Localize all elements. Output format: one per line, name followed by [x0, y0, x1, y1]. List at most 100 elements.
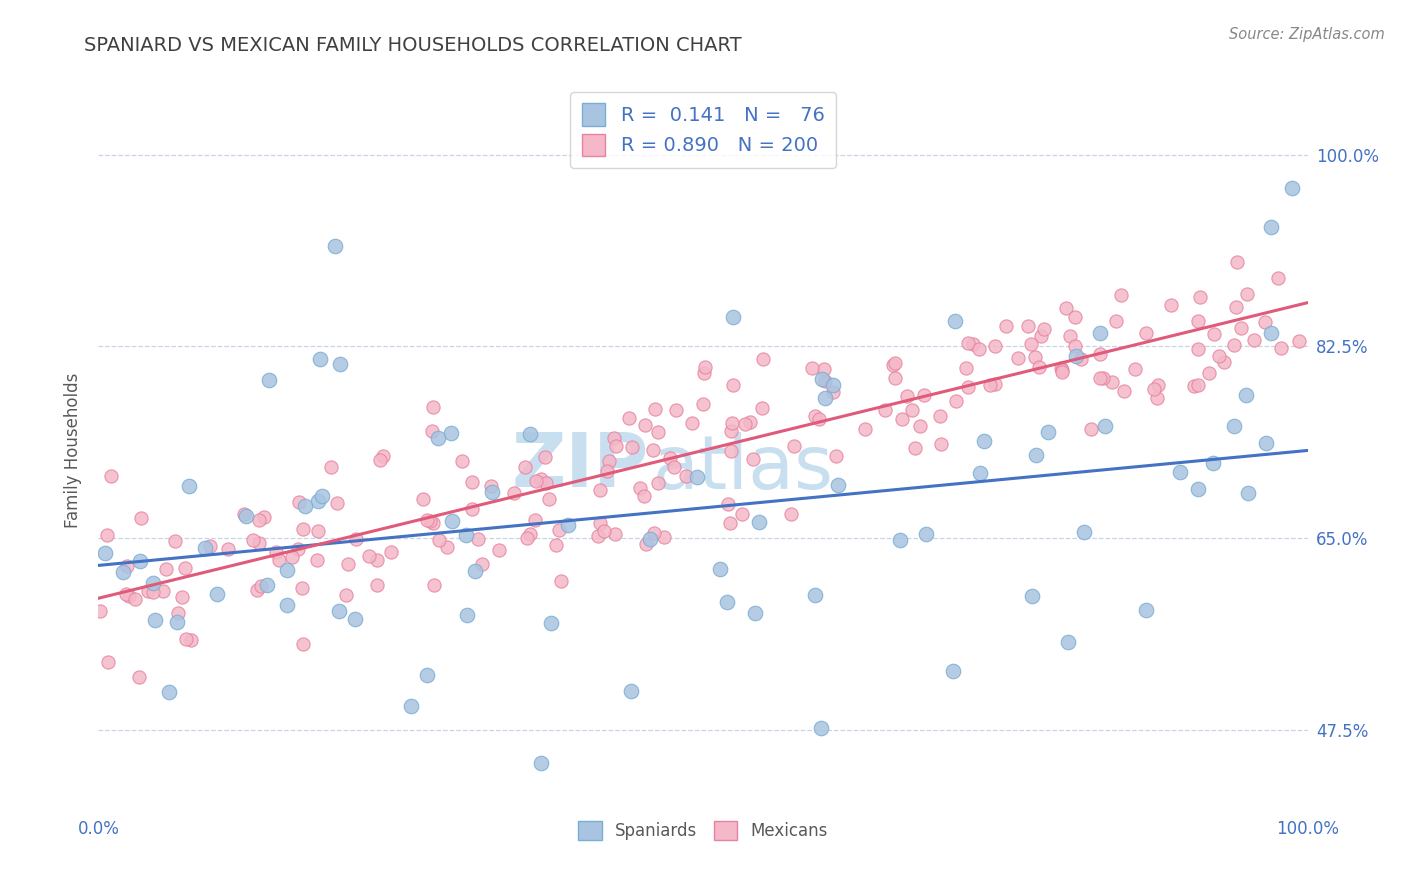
Point [548, 523, 571, 537]
Point [942, 664, 965, 678]
Point [359, 549, 381, 563]
Point [903, 441, 925, 455]
Point [152, 583, 174, 598]
Point [180, 633, 202, 648]
Point [695, 360, 717, 375]
Point [1234, 387, 1257, 401]
Point [810, 721, 832, 735]
Point [519, 527, 541, 541]
Point [721, 378, 744, 392]
Point [1147, 378, 1170, 392]
Point [633, 489, 655, 503]
Point [530, 756, 553, 770]
Point [813, 374, 835, 388]
Point [253, 510, 276, 524]
Point [124, 592, 146, 607]
Point [827, 477, 849, 491]
Point [515, 460, 537, 475]
Point [540, 616, 562, 631]
Point [205, 587, 228, 601]
Point [537, 491, 560, 506]
Point [731, 508, 754, 522]
Point [194, 541, 217, 555]
Point [1024, 351, 1046, 365]
Point [586, 529, 609, 543]
Point [94, 546, 117, 560]
Point [884, 356, 907, 370]
Point [1135, 603, 1157, 617]
Point [416, 513, 439, 527]
Point [955, 361, 977, 376]
Point [249, 536, 271, 550]
Point [456, 527, 478, 541]
Point [929, 437, 952, 451]
Point [813, 362, 835, 376]
Point [589, 483, 612, 497]
Point [967, 342, 990, 356]
Point [716, 595, 738, 609]
Point [720, 424, 742, 438]
Point [873, 402, 896, 417]
Point [734, 417, 756, 431]
Point [1057, 635, 1080, 649]
Point [523, 513, 546, 527]
Point [1225, 301, 1247, 315]
Point [1123, 362, 1146, 376]
Point [814, 392, 837, 406]
Point [217, 542, 239, 557]
Text: SPANIARD VS MEXICAN FAMILY HOUSEHOLDS CORRELATION CHART: SPANIARD VS MEXICAN FAMILY HOUSEHOLDS CO… [84, 36, 742, 54]
Point [801, 360, 824, 375]
Point [1064, 310, 1087, 324]
Point [502, 485, 524, 500]
Point [1270, 341, 1292, 355]
Point [422, 516, 444, 531]
Point [821, 378, 844, 392]
Point [461, 475, 484, 490]
Point [1088, 371, 1111, 385]
Point [427, 431, 450, 445]
Point [1187, 343, 1209, 357]
Point [692, 397, 714, 411]
Point [641, 443, 664, 458]
Point [257, 373, 280, 387]
Point [380, 545, 402, 559]
Point [366, 578, 388, 592]
Point [488, 543, 510, 558]
Point [328, 604, 350, 618]
Point [1213, 355, 1236, 369]
Point [1202, 326, 1225, 341]
Point [1094, 419, 1116, 434]
Point [536, 475, 558, 490]
Point [681, 416, 703, 430]
Point [994, 318, 1017, 333]
Point [957, 380, 980, 394]
Point [983, 339, 1005, 353]
Point [166, 615, 188, 629]
Point [1260, 219, 1282, 234]
Point [247, 513, 270, 527]
Point [129, 554, 152, 568]
Point [456, 607, 478, 622]
Point [1142, 382, 1164, 396]
Point [914, 527, 936, 541]
Point [1050, 365, 1073, 379]
Point [811, 372, 834, 386]
Text: Source: ZipAtlas.com: Source: ZipAtlas.com [1229, 27, 1385, 42]
Point [1036, 425, 1059, 439]
Point [450, 454, 472, 468]
Point [595, 465, 617, 479]
Point [603, 432, 626, 446]
Point [721, 310, 744, 324]
Point [804, 409, 827, 423]
Point [287, 494, 309, 508]
Point [233, 507, 256, 521]
Point [742, 452, 765, 467]
Point [884, 371, 907, 385]
Point [628, 481, 651, 495]
Point [720, 443, 742, 458]
Point [1236, 287, 1258, 301]
Point [1080, 422, 1102, 436]
Point [256, 578, 278, 592]
Point [422, 577, 444, 591]
Point [1050, 363, 1073, 377]
